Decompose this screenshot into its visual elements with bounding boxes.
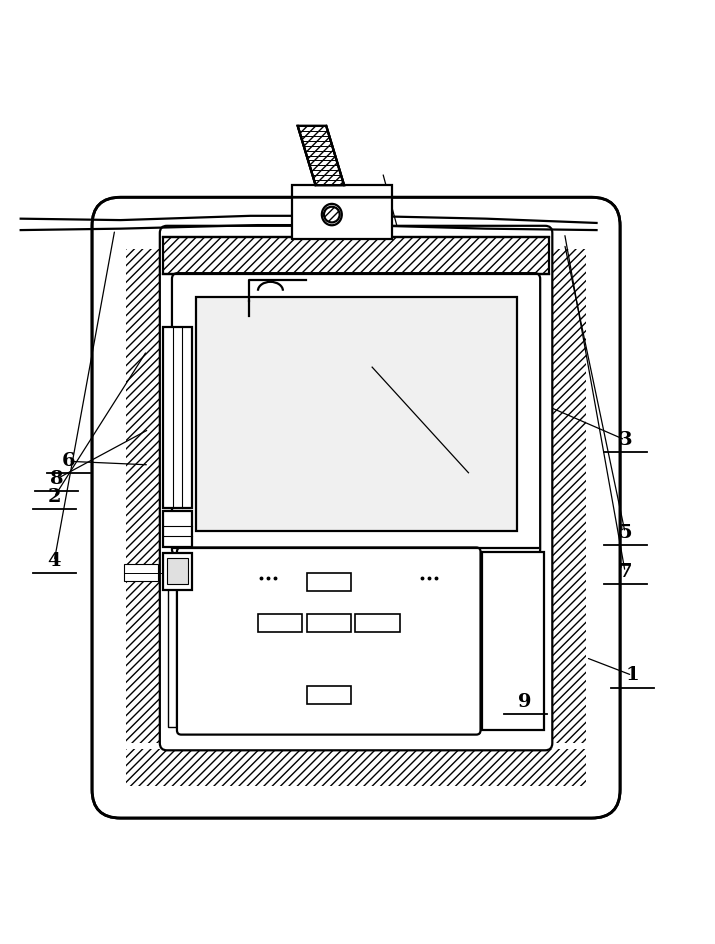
FancyBboxPatch shape [92,197,620,818]
Ellipse shape [324,207,340,223]
Bar [355,615,400,632]
Text: 4: 4 [47,552,61,570]
Bar [545,749,586,786]
Ellipse shape [322,204,342,226]
Bar [164,552,192,590]
Bar [164,237,548,275]
Text: 1: 1 [626,666,639,684]
Text: 8: 8 [49,470,63,488]
Text: 7: 7 [618,563,632,581]
Bar [167,558,188,584]
Bar [169,555,175,727]
Bar [258,615,302,632]
FancyBboxPatch shape [177,548,480,734]
Bar [307,685,351,703]
Bar [124,565,158,582]
Bar [545,249,586,743]
Bar [292,185,392,239]
Bar [164,328,192,508]
FancyBboxPatch shape [160,226,552,750]
Text: 9: 9 [518,693,532,711]
Bar [164,512,192,547]
Bar [195,296,517,531]
Text: 6: 6 [61,452,75,470]
Bar [127,749,167,786]
Bar [127,249,167,743]
Bar [307,615,351,632]
Polygon shape [297,126,344,185]
Text: 5: 5 [618,524,632,542]
Bar [482,551,543,731]
Bar [307,573,351,591]
Text: 2: 2 [47,488,61,506]
Text: 3: 3 [618,430,632,449]
FancyBboxPatch shape [172,273,541,555]
Bar [167,743,545,786]
